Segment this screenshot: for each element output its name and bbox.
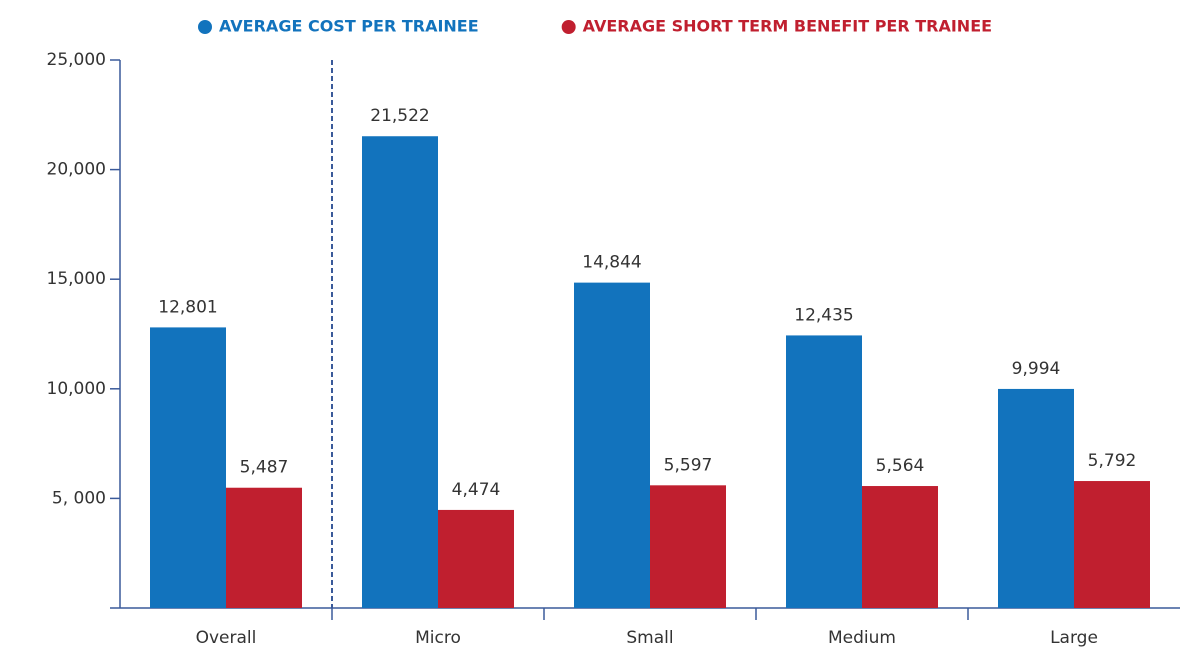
legend-label: AVERAGE SHORT TERM BENEFIT PER TRAINEE (583, 17, 992, 36)
bar (438, 509, 514, 608)
bar (150, 327, 226, 608)
bar (574, 282, 650, 608)
value-label: 5,792 (1088, 451, 1137, 471)
value-label: 21,522 (370, 106, 429, 126)
bar (786, 335, 862, 608)
x-tick-label: Small (626, 628, 673, 648)
bar (362, 136, 438, 608)
value-label: 5,487 (240, 458, 289, 478)
y-tick-label: 20,000 (47, 160, 106, 180)
bar (226, 487, 302, 608)
legend-label: AVERAGE COST PER TRAINEE (219, 17, 479, 36)
value-label: 5,564 (876, 456, 925, 476)
y-tick-label: 25,000 (47, 50, 106, 70)
value-label: 12,801 (158, 297, 217, 317)
legend-marker (561, 20, 576, 34)
x-tick-label: Large (1050, 628, 1098, 648)
bar (650, 485, 726, 608)
value-label: 4,474 (452, 480, 501, 500)
y-tick-label: 10,000 (47, 379, 106, 399)
bar (998, 388, 1074, 608)
value-label: 9,994 (1012, 359, 1061, 379)
bar (1074, 481, 1150, 608)
value-label: 12,435 (794, 305, 853, 325)
legend-marker (198, 20, 212, 34)
y-tick-label: 5, 000 (52, 488, 106, 508)
x-tick-label: Medium (828, 628, 896, 648)
bar (862, 486, 938, 608)
x-tick-label: Micro (415, 628, 461, 648)
value-label: 14,844 (582, 253, 641, 273)
x-tick-label: Overall (196, 628, 257, 648)
value-label: 5,597 (664, 455, 713, 475)
y-tick-label: 15,000 (47, 269, 106, 289)
